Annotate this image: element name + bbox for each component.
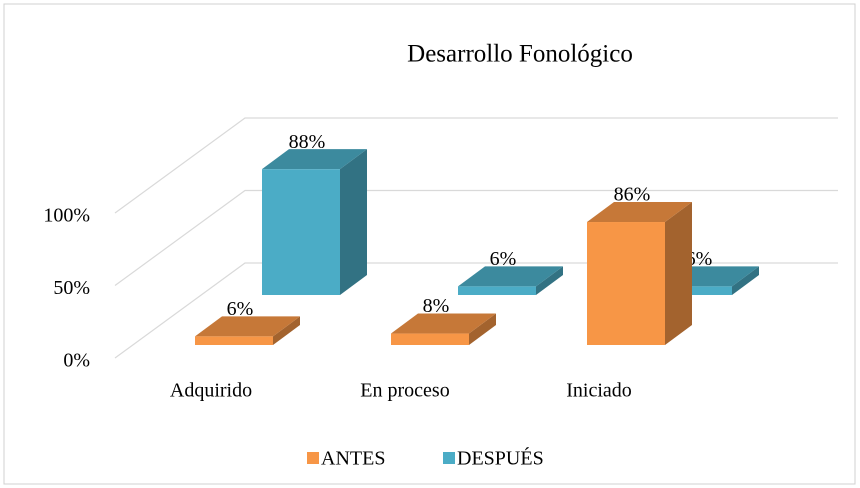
y-tick-label: 50%: [53, 277, 90, 299]
data-label: 6%: [227, 298, 254, 320]
bar-side: [536, 266, 563, 295]
bar: [391, 333, 469, 345]
bar-top: [391, 313, 496, 334]
bar: [262, 169, 340, 295]
legend-label: ANTES: [321, 448, 385, 470]
data-label: 8%: [423, 295, 450, 317]
x-tick-label: Iniciado: [566, 380, 632, 402]
bar-side: [469, 313, 496, 345]
bar: [587, 222, 665, 345]
data-label: 6%: [686, 248, 713, 270]
bar: [654, 286, 732, 295]
bar: [195, 336, 273, 345]
bar-top: [262, 149, 367, 170]
data-label: 6%: [490, 248, 517, 270]
bar-top: [458, 266, 563, 287]
bar-side: [273, 316, 300, 345]
bar-top: [195, 316, 300, 337]
data-label: 88%: [289, 131, 326, 153]
bar-side: [340, 149, 367, 295]
bar: [458, 286, 536, 295]
legend-swatch: [307, 452, 319, 464]
grid-line: [114, 117, 838, 214]
legend-label: DESPUÉS: [457, 447, 544, 470]
legend-swatch: [443, 452, 455, 464]
y-tick-label: 0%: [63, 350, 90, 372]
bar-side: [665, 202, 692, 345]
bar-top: [587, 202, 692, 223]
chart-border: [3, 3, 856, 485]
y-tick-label: 100%: [43, 205, 90, 227]
chart-title: Desarrollo Fonológico: [407, 41, 633, 68]
data-label: 86%: [614, 184, 651, 206]
grid-line: [114, 189, 838, 286]
x-tick-label: En proceso: [360, 380, 449, 402]
bar-side: [732, 266, 759, 295]
x-tick-label: Adquirido: [170, 380, 252, 402]
